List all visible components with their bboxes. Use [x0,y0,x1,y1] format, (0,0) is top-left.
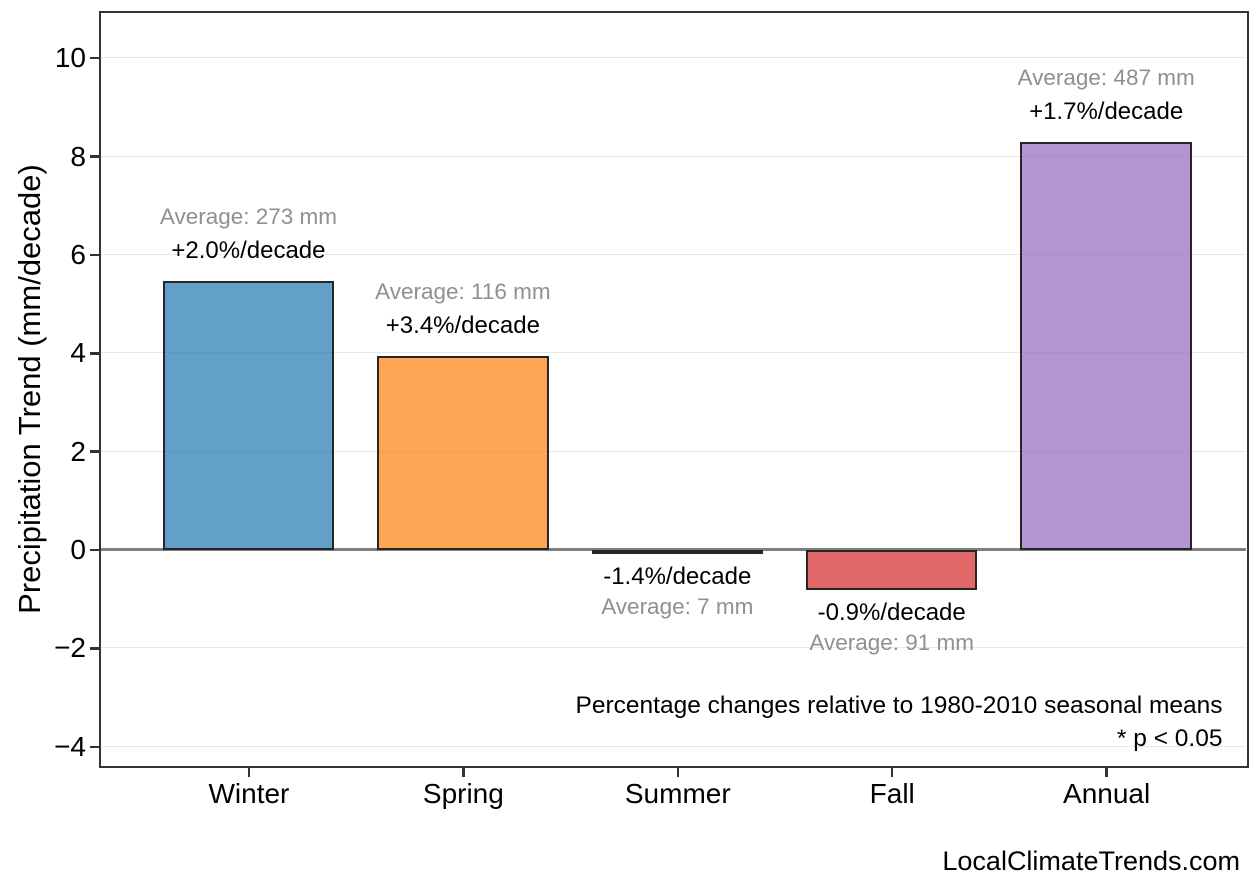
bar-average-label: Average: 91 mm [809,629,975,655]
footnote-line-1: Percentage changes relative to 1980-2010… [575,691,1223,719]
y-tick-mark [89,548,99,552]
y-tick-label: −4 [54,730,86,762]
gridline [100,745,1246,747]
y-tick-mark [89,352,99,355]
y-tick-mark [89,450,99,453]
bar-label-fall: -0.9%/decade Average: 91 mm [809,598,974,658]
x-tick-mark [1105,768,1108,777]
gridline [100,155,1246,157]
x-tick-label-winter: Winter [208,778,290,809]
x-tick-mark [890,768,894,777]
gridline [100,352,1246,354]
y-tick-label: 4 [70,337,86,369]
y-tick-mark [89,56,99,60]
bar-annual [1020,142,1192,550]
y-tick-label: 6 [70,238,86,270]
x-tick-label-fall: Fall [869,778,915,809]
bar-percent-label: +1.7%/decade [1029,98,1184,126]
gridline [100,450,1246,452]
bar-average-label: Average: 487 mm [1017,65,1195,91]
y-tick-label: 10 [54,42,86,74]
bar-average-label: Average: 7 mm [601,594,754,620]
x-tick-mark [247,768,251,777]
bar-percent-label: -0.9%/decade [817,598,966,626]
gridline [100,647,1246,649]
bar-average-label: Average: 273 mm [159,204,338,230]
x-tick-mark [676,768,680,777]
x-tick-label-spring: Spring [422,778,504,809]
x-tick-mark [462,768,465,777]
x-tick-label-summer: Summer [624,778,731,809]
bar-summer [591,549,764,555]
y-tick-label: 2 [70,435,86,467]
y-tick-label: −2 [54,632,86,664]
y-tick-label: 0 [70,534,86,566]
footnote: Percentage changes relative to 1980-2010… [576,689,1223,755]
bar-label-annual: Average: 487 mm +1.7%/decade [1018,61,1195,129]
bar-label-winter: Average: 273 mm +2.0%/decade [160,200,337,268]
plot-area: Average: 273 mm +2.0%/decade Average: 116 … [98,10,1249,768]
bar-winter [162,281,335,550]
gridline [100,253,1246,255]
gridline [100,57,1246,59]
bar-percent-label: +2.0%/decade [171,237,326,265]
y-tick-mark [89,745,99,749]
bar-fall [805,549,978,590]
y-tick-mark [89,155,99,158]
y-tick-label: 8 [70,140,86,172]
footnote-line-2: * p < 0.05 [1116,724,1223,752]
watermark: LocalClimateTrends.com [942,846,1240,876]
bar-label-summer: -1.4%/decade Average: 7 mm [601,562,753,622]
y-tick-mark [89,253,99,257]
y-tick-mark [89,647,99,650]
bar-label-spring: Average: 116 mm +3.4%/decade [375,275,551,343]
bar-average-label: Average: 116 mm [375,278,551,304]
bar-spring [377,355,549,550]
bar-percent-label: -1.4%/decade [603,563,752,591]
bar-percent-label: +3.4%/decade [385,311,540,339]
x-tick-label-annual: Annual [1063,778,1151,809]
